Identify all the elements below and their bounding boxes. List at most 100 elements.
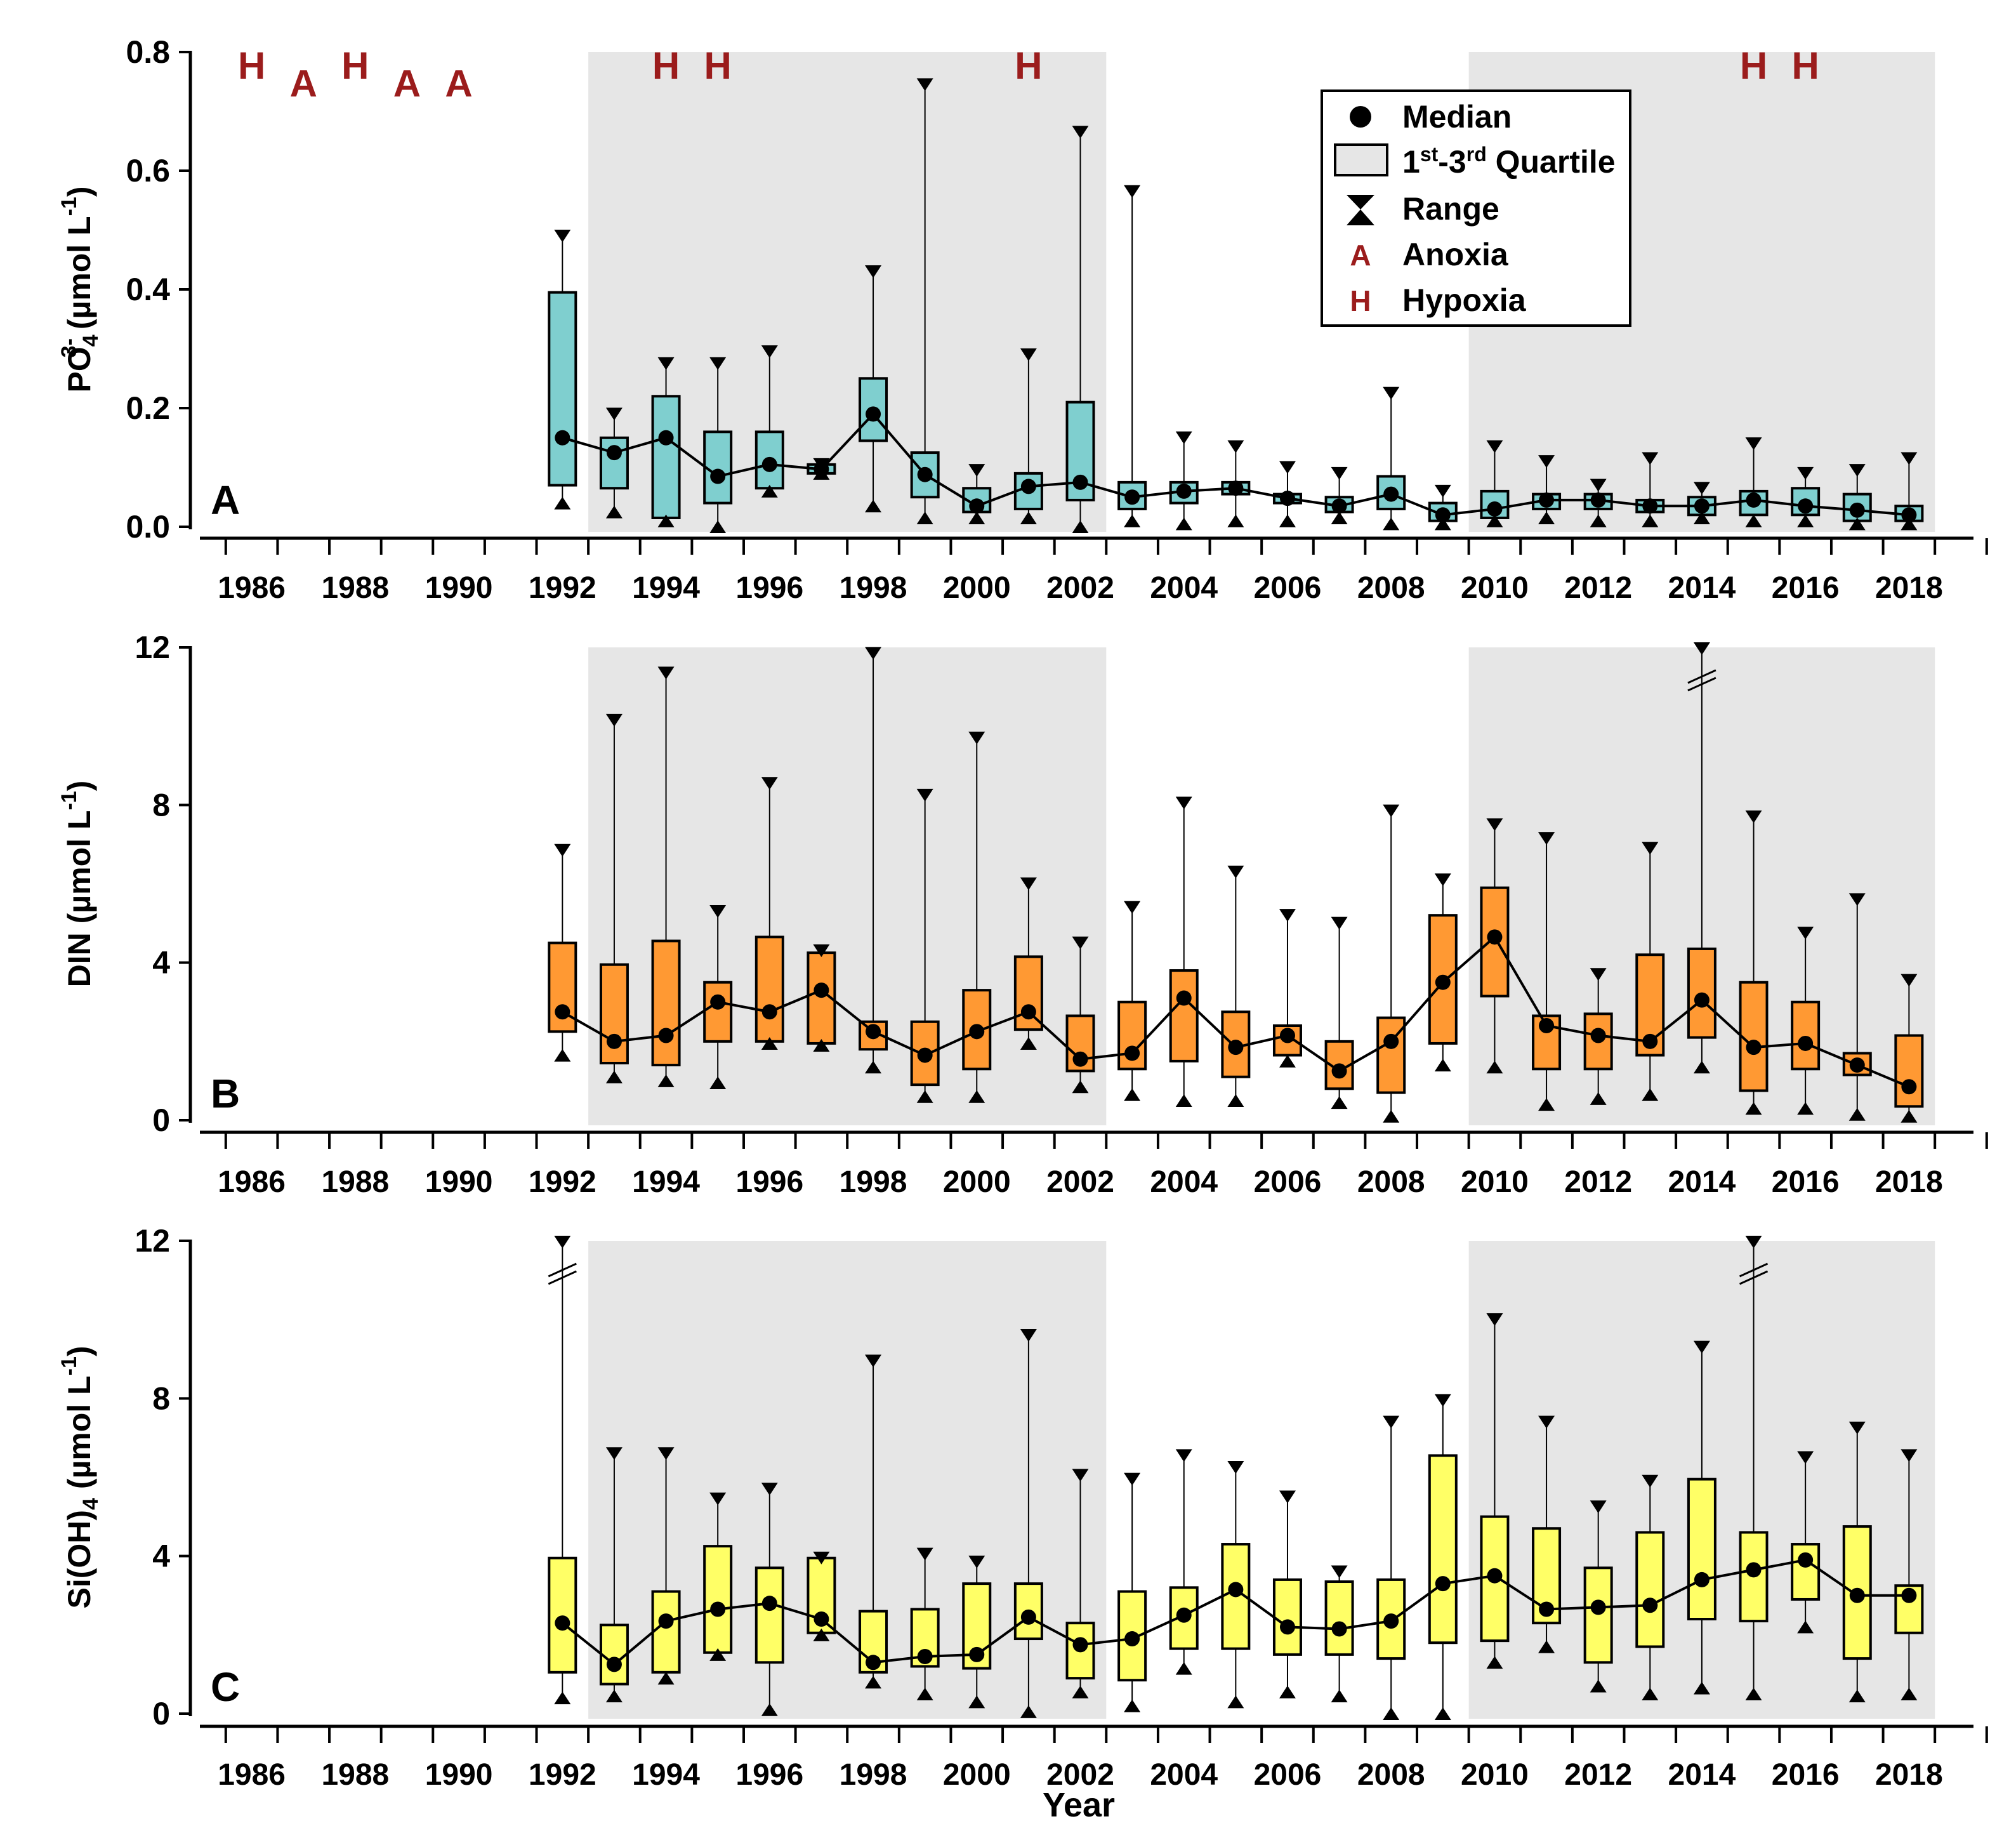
panels: 0.0 0.2 0.4 0.6 0.8 1986 1988 1990 1992 1994 1996 1… (57, 34, 1988, 1792)
median-point (1072, 474, 1088, 490)
quartile-box (548, 291, 577, 487)
range-max-marker (1797, 466, 1814, 480)
y-axis-title: Si(OH)4 (µmol L-1) (57, 1346, 103, 1608)
x-tick-label: 1990 (425, 571, 493, 605)
range-min-marker (1745, 514, 1762, 527)
range-max-marker (1279, 909, 1296, 922)
range-min-marker (657, 1074, 675, 1087)
range-min-marker (1848, 1690, 1866, 1703)
axis-break-mark (1739, 1262, 1769, 1285)
median-point (1539, 1601, 1555, 1617)
range-max-marker (605, 1447, 623, 1460)
median-point (1228, 1040, 1244, 1055)
anoxia-marker: A (393, 62, 421, 105)
median-point (1901, 1079, 1917, 1095)
range-max-marker (1020, 877, 1037, 890)
range-max-marker (1072, 1469, 1089, 1482)
range-max-marker (1227, 1460, 1244, 1474)
range-max-marker (968, 464, 985, 477)
legend-anoxia-symbol: A (1350, 239, 1371, 272)
median-point (866, 1655, 881, 1671)
quartile-box (548, 1556, 577, 1674)
range-max-marker (1590, 968, 1607, 981)
median-point (1228, 480, 1244, 496)
x-tick-label: 2004 (1150, 571, 1218, 605)
range-min-marker (1590, 514, 1607, 527)
x-tick-label: 1992 (529, 571, 596, 605)
median-point (1746, 1040, 1762, 1055)
range-max-marker (1175, 431, 1192, 444)
range-min-marker (605, 1070, 623, 1083)
quartile-box (1791, 1000, 1821, 1071)
median-point (1072, 1637, 1088, 1653)
median-point (658, 1028, 674, 1043)
y-axis-title-part: -1 (57, 1356, 81, 1375)
median-point (1798, 498, 1814, 514)
range-max-marker (1124, 1472, 1141, 1486)
x-tick-label: 1992 (529, 1758, 596, 1792)
y-tick-label: 12 (135, 1223, 170, 1259)
range-min-marker (865, 500, 882, 513)
y-tick-label: 12 (135, 630, 170, 665)
range-max-marker (1590, 479, 1607, 492)
range-min-marker (1279, 514, 1296, 527)
x-tick-label: 1988 (321, 1758, 389, 1792)
range-max-marker (1331, 1565, 1348, 1578)
median-point (1849, 1587, 1865, 1603)
median-point (1124, 1631, 1140, 1647)
y-axis-title-part: PO (62, 347, 97, 392)
range-max-marker (813, 1551, 830, 1565)
range-max-marker (1901, 452, 1918, 465)
x-tick-label: 2018 (1875, 1758, 1943, 1792)
range-min-marker (1590, 1092, 1607, 1105)
median-point (1590, 1599, 1606, 1615)
range-min-marker (709, 1076, 727, 1090)
panel-label: B (211, 1071, 240, 1116)
range-max-marker (1279, 461, 1296, 474)
range-max-marker (1331, 466, 1348, 480)
range-min-marker (1020, 511, 1037, 524)
range-max-marker (1227, 440, 1244, 453)
x-tick-label: 2014 (1668, 1165, 1736, 1199)
hypoxia-marker: H (238, 44, 265, 87)
hypoxia-marker: H (652, 44, 680, 87)
range-min-marker (1434, 1059, 1451, 1072)
range-min-marker (1797, 1102, 1814, 1115)
quartile-box (1583, 1566, 1613, 1664)
range-max-marker (761, 777, 778, 790)
range-max-marker (1848, 464, 1866, 477)
median-point (761, 1596, 777, 1611)
range-max-marker (865, 647, 882, 660)
range-max-marker (1797, 1451, 1814, 1464)
range-min-marker (1901, 1687, 1918, 1700)
median-point (1020, 1004, 1036, 1020)
range-min-marker (1642, 1088, 1659, 1101)
x-tick-label: 2008 (1357, 1758, 1425, 1792)
y-tick-label: 0 (152, 1102, 170, 1138)
range-max-marker (657, 666, 675, 680)
panel-label: C (211, 1664, 240, 1710)
range-max-marker (1693, 482, 1710, 495)
range-min-marker (554, 496, 571, 510)
range-min-marker (554, 1691, 571, 1705)
range-min-marker (605, 505, 623, 519)
x-tick-label: 2018 (1875, 571, 1943, 605)
x-tick-label: 2014 (1668, 1758, 1736, 1792)
quartile-box (1428, 1454, 1458, 1644)
range-min-marker (1486, 1061, 1503, 1074)
legend-quartile-icon (1334, 143, 1388, 176)
range-max-marker (1486, 440, 1503, 453)
range-min-marker (1279, 1685, 1296, 1698)
median-point (1072, 1051, 1088, 1067)
quartile-box (1894, 1034, 1924, 1108)
range-max-marker (1124, 901, 1141, 914)
legend-quartile-3: -3 (1438, 144, 1466, 180)
range-max-marker (865, 265, 882, 278)
range-min-marker (968, 1090, 985, 1103)
quartile-box (1739, 1531, 1769, 1623)
panel-label: A (211, 477, 240, 523)
median-point (1279, 491, 1295, 506)
x-tick-label: 1986 (218, 571, 286, 605)
range-max-marker (813, 944, 830, 958)
quartile-box (703, 981, 733, 1043)
